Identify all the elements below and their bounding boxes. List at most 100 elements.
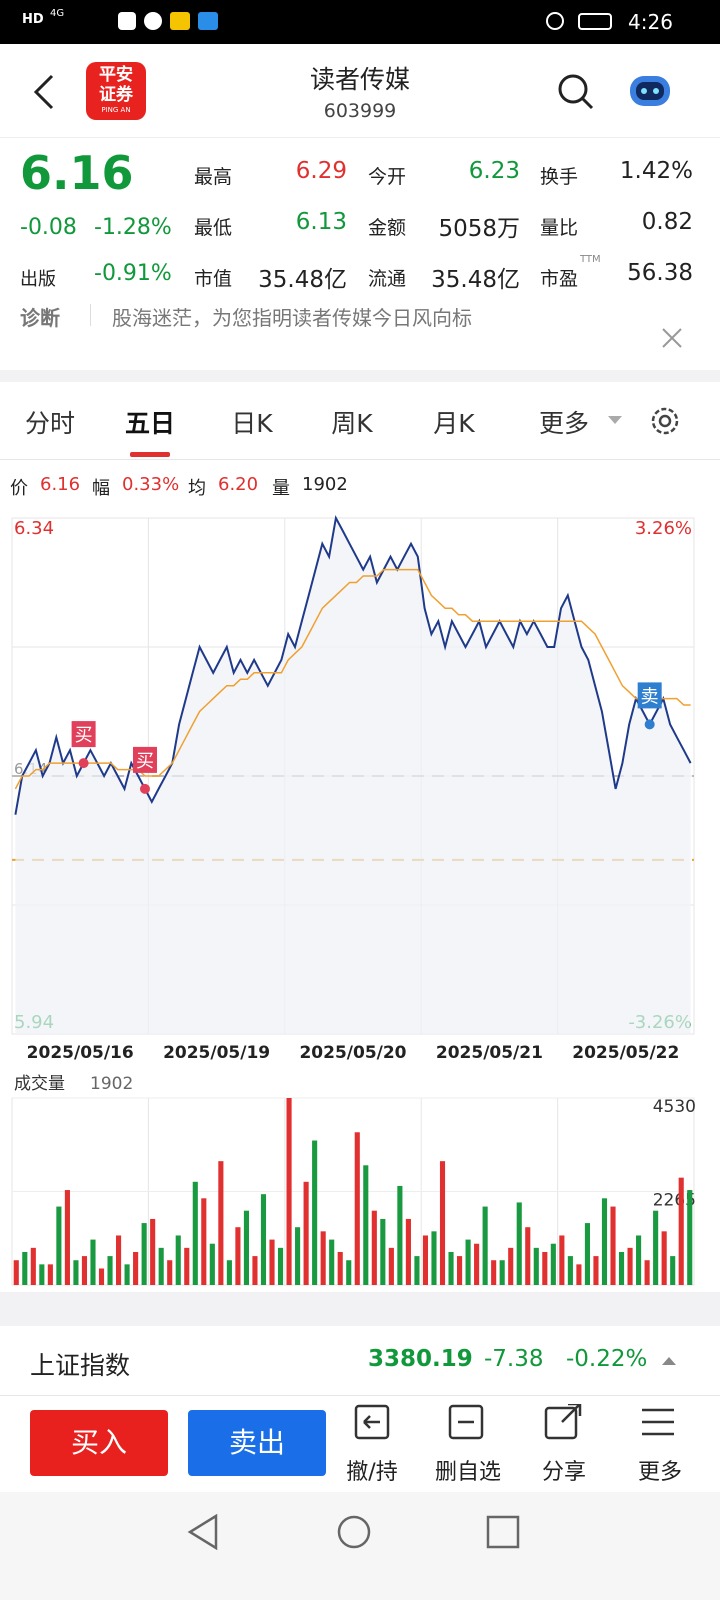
close-button[interactable] [660, 326, 684, 350]
field-value: 6.23 [468, 158, 520, 184]
volume-bar [312, 1140, 318, 1285]
tab[interactable]: 月K [433, 409, 475, 438]
volume-bar [260, 1194, 267, 1285]
volume-bar [550, 1243, 556, 1285]
volume-bar [397, 1185, 403, 1285]
volume-bar [337, 1251, 343, 1285]
banner[interactable]: 诊断 股海迷茫，为您指明读者传媒今日风向标 [0, 300, 720, 370]
volume-bar [661, 1231, 667, 1285]
field-value: 6.29 [295, 158, 347, 184]
volume-bar [405, 1218, 411, 1285]
charts: 2025/05/16 2025/05/19 2025/05/20 2025/05/21… [11, 514, 696, 1286]
buy-button[interactable]: 买入 [30, 1410, 168, 1476]
volume-bar [167, 1260, 173, 1285]
assistant-button[interactable] [626, 70, 674, 110]
marker-dot [78, 758, 89, 769]
volume-bar [593, 1256, 599, 1285]
volume-bar [371, 1210, 377, 1285]
banner-text: 股海迷茫，为您指明读者传媒今日风向标 [112, 306, 472, 330]
y-tick-label: 6.34 [14, 518, 54, 539]
index-change: -7.38 [484, 1346, 544, 1372]
info-label: 价 [10, 478, 28, 499]
field-value: 35.48亿 [431, 267, 520, 293]
info-value: 6.16 [40, 474, 81, 495]
logo: 平安 证券 PING AN [86, 62, 146, 120]
tool-button[interactable]: 删自选 [434, 1460, 501, 1485]
volume-bar [431, 1231, 437, 1285]
search-button[interactable] [556, 72, 596, 112]
average-line [14, 568, 691, 790]
tab[interactable]: 周K [331, 409, 373, 438]
field-label: 市盈 [540, 268, 579, 290]
volume-bar [533, 1247, 539, 1285]
clock: 4:26 [628, 10, 673, 34]
volume-bar [687, 1190, 693, 1285]
banner-tag: 诊断 [20, 306, 60, 330]
more-caret [608, 416, 622, 424]
field-value: 0.82 [641, 209, 693, 235]
field-value: 1.42% [619, 158, 693, 184]
volume-bar [47, 1264, 53, 1285]
volume-bar [618, 1251, 625, 1285]
field-label: 今开 [368, 166, 407, 188]
logo-sub: PING AN [101, 106, 131, 114]
info-value: 0.33% [122, 474, 180, 495]
battery [578, 13, 612, 30]
volume-bar [559, 1235, 565, 1285]
volume-title: 成交量 [14, 1074, 65, 1094]
x-tick-label: 2025/05/22 [572, 1043, 679, 1063]
field-label: 换手 [540, 166, 579, 188]
hd: HD [22, 12, 44, 27]
x-tick-label: 2025/05/19 [163, 1043, 270, 1063]
x-tick-label: 2025/05/20 [299, 1043, 406, 1063]
volume-bar [252, 1256, 258, 1285]
change: -0.08 [20, 215, 77, 240]
tool-button[interactable]: 更多 [637, 1460, 682, 1485]
volume-bar [243, 1210, 249, 1285]
field-value: 6.13 [295, 209, 347, 235]
volume-bar [576, 1264, 582, 1285]
index-pct: -0.22% [566, 1346, 648, 1372]
field-label: 最高 [194, 166, 233, 188]
volume-bar [320, 1231, 326, 1285]
volume-bar [158, 1247, 164, 1285]
stock-code: 603999 [323, 100, 397, 122]
last-price: 6.16 [20, 146, 134, 200]
volume-bar [499, 1260, 505, 1285]
info-label: 均 [188, 478, 206, 499]
info-label: 幅 [92, 478, 110, 499]
tab[interactable]: 五日 [124, 409, 175, 438]
volume-bar [542, 1251, 548, 1285]
index-caret [662, 1357, 676, 1365]
index-name[interactable]: 上证指数 [30, 1351, 131, 1380]
field-value: 5058万 [438, 216, 520, 242]
volume-bar [192, 1181, 198, 1285]
marker-box [71, 721, 96, 748]
ttm: TTM [580, 254, 601, 265]
volume-bar [644, 1260, 650, 1285]
alarm-icon [546, 12, 564, 30]
volume-current: 1902 [90, 1074, 133, 1094]
tool-button[interactable]: 分享 [541, 1460, 586, 1485]
back-button[interactable] [30, 72, 60, 112]
volume-bar [329, 1239, 335, 1285]
index-value: 3380.19 [368, 1346, 473, 1372]
tab[interactable]: 日K [231, 409, 273, 438]
volume-bar [422, 1235, 429, 1285]
volume-bar [627, 1247, 633, 1285]
x-tick-label: 2025/05/21 [436, 1043, 543, 1063]
tab[interactable]: 更多 [538, 409, 589, 438]
tool-button[interactable]: 撤/持 [346, 1460, 398, 1485]
volume-bar [90, 1239, 96, 1285]
volume-bar [64, 1190, 70, 1285]
volume-bar [636, 1235, 642, 1285]
volume-bar [13, 1260, 19, 1285]
net: 4G [50, 8, 65, 19]
volume-bar [116, 1235, 122, 1285]
volume-bar [286, 1098, 292, 1285]
volume-bar [584, 1223, 590, 1285]
settings-button[interactable] [648, 404, 682, 438]
sell-button[interactable]: 卖出 [188, 1410, 326, 1476]
tab[interactable]: 分时 [24, 409, 75, 438]
